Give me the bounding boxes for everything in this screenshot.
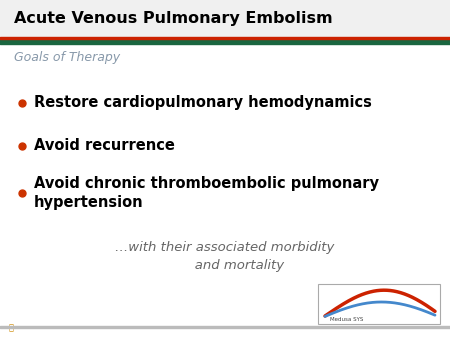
Text: Goals of Therapy: Goals of Therapy xyxy=(14,51,120,65)
Bar xyxy=(0,0,450,42)
Text: Acute Venous Pulmonary Embolism: Acute Venous Pulmonary Embolism xyxy=(14,10,333,25)
Text: and mortality: and mortality xyxy=(166,260,284,272)
Text: Restore cardiopulmonary hemodynamics: Restore cardiopulmonary hemodynamics xyxy=(34,96,372,111)
Text: 🔊: 🔊 xyxy=(9,323,14,332)
Text: …with their associated morbidity: …with their associated morbidity xyxy=(115,241,335,255)
Text: Medusa SYS: Medusa SYS xyxy=(330,317,364,322)
Text: Avoid chronic thromboembolic pulmonary
hypertension: Avoid chronic thromboembolic pulmonary h… xyxy=(34,176,379,210)
Text: Avoid recurrence: Avoid recurrence xyxy=(34,139,175,153)
Bar xyxy=(318,284,440,324)
